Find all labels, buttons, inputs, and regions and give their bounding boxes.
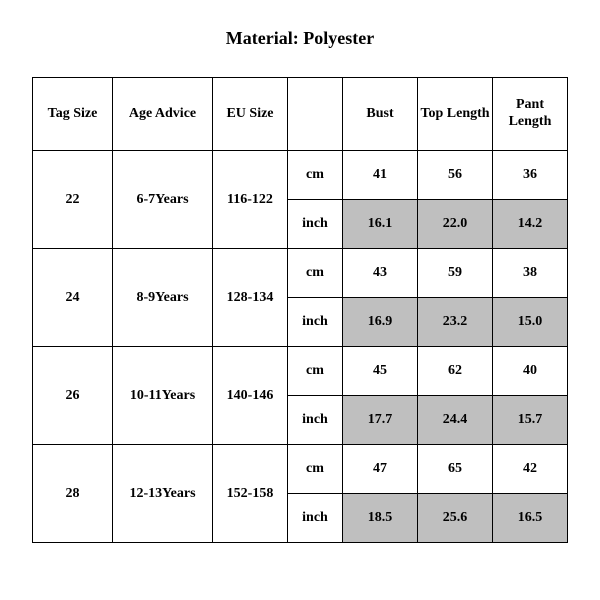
cell-pant-inch: 15.0 xyxy=(493,298,568,347)
cell-pant-inch: 14.2 xyxy=(493,200,568,249)
size-table: Tag Size Age Advice EU Size Bust Top Len… xyxy=(32,77,568,543)
material-title: Material: Polyester xyxy=(32,28,568,49)
col-age-advice: Age Advice xyxy=(113,78,213,151)
cell-bust-cm: 47 xyxy=(343,445,418,494)
cell-bust-inch: 16.1 xyxy=(343,200,418,249)
cell-top-inch: 22.0 xyxy=(418,200,493,249)
cell-top-inch: 24.4 xyxy=(418,396,493,445)
cell-eu: 116-122 xyxy=(213,151,288,249)
cell-pant-cm: 42 xyxy=(493,445,568,494)
cell-bust-inch: 16.9 xyxy=(343,298,418,347)
cell-top-inch: 25.6 xyxy=(418,494,493,543)
cell-tag: 22 xyxy=(33,151,113,249)
cell-unit-inch: inch xyxy=(288,200,343,249)
cell-pant-cm: 36 xyxy=(493,151,568,200)
cell-bust-cm: 43 xyxy=(343,249,418,298)
cell-eu: 152-158 xyxy=(213,445,288,543)
cell-unit-cm: cm xyxy=(288,151,343,200)
col-bust: Bust xyxy=(343,78,418,151)
cell-age: 8-9Years xyxy=(113,249,213,347)
cell-age: 10-11Years xyxy=(113,347,213,445)
cell-unit-inch: inch xyxy=(288,298,343,347)
page: Material: Polyester Tag Size Age Advice … xyxy=(0,0,600,600)
cell-unit-inch: inch xyxy=(288,494,343,543)
cell-top-inch: 23.2 xyxy=(418,298,493,347)
cell-eu: 128-134 xyxy=(213,249,288,347)
cell-pant-inch: 16.5 xyxy=(493,494,568,543)
cell-unit-inch: inch xyxy=(288,396,343,445)
cell-unit-cm: cm xyxy=(288,445,343,494)
cell-tag: 24 xyxy=(33,249,113,347)
table-row: 28 12-13Years 152-158 cm 47 65 42 xyxy=(33,445,568,494)
cell-bust-cm: 41 xyxy=(343,151,418,200)
cell-bust-inch: 17.7 xyxy=(343,396,418,445)
table-row: 26 10-11Years 140-146 cm 45 62 40 xyxy=(33,347,568,396)
cell-top-cm: 59 xyxy=(418,249,493,298)
cell-tag: 26 xyxy=(33,347,113,445)
cell-age: 12-13Years xyxy=(113,445,213,543)
col-eu-size: EU Size xyxy=(213,78,288,151)
cell-bust-cm: 45 xyxy=(343,347,418,396)
col-top-length: Top Length xyxy=(418,78,493,151)
cell-tag: 28 xyxy=(33,445,113,543)
cell-pant-cm: 38 xyxy=(493,249,568,298)
cell-unit-cm: cm xyxy=(288,249,343,298)
cell-bust-inch: 18.5 xyxy=(343,494,418,543)
cell-top-cm: 62 xyxy=(418,347,493,396)
table-body: 22 6-7Years 116-122 cm 41 56 36 inch 16.… xyxy=(33,151,568,543)
col-tag-size: Tag Size xyxy=(33,78,113,151)
table-row: 22 6-7Years 116-122 cm 41 56 36 xyxy=(33,151,568,200)
cell-top-cm: 65 xyxy=(418,445,493,494)
cell-top-cm: 56 xyxy=(418,151,493,200)
col-unit xyxy=(288,78,343,151)
cell-age: 6-7Years xyxy=(113,151,213,249)
col-pant-length: Pant Length xyxy=(493,78,568,151)
cell-eu: 140-146 xyxy=(213,347,288,445)
table-row: 24 8-9Years 128-134 cm 43 59 38 xyxy=(33,249,568,298)
table-header-row: Tag Size Age Advice EU Size Bust Top Len… xyxy=(33,78,568,151)
cell-pant-cm: 40 xyxy=(493,347,568,396)
cell-unit-cm: cm xyxy=(288,347,343,396)
cell-pant-inch: 15.7 xyxy=(493,396,568,445)
